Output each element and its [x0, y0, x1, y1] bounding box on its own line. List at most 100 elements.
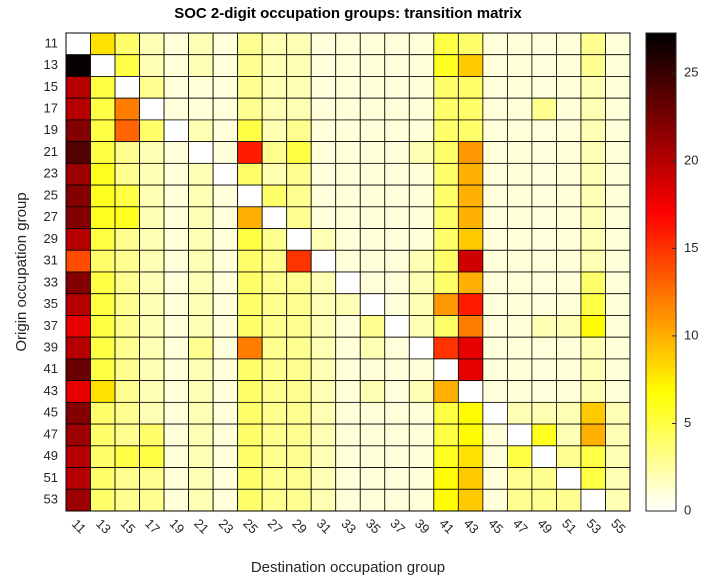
cell [139, 423, 165, 447]
cell [433, 206, 459, 229]
cell [408, 32, 435, 56]
cell [359, 315, 386, 338]
colorbar-strip [646, 184, 676, 189]
cell [212, 119, 239, 143]
colorbar-frame [645, 32, 677, 512]
cell [188, 119, 214, 143]
cell [212, 249, 239, 273]
cell [139, 162, 165, 186]
colorbar-strip [646, 487, 676, 492]
cell [310, 401, 337, 425]
cell [163, 380, 190, 403]
cell [482, 488, 508, 512]
cell [286, 97, 312, 121]
cell [163, 423, 190, 447]
cell [556, 401, 582, 425]
cell [506, 380, 533, 403]
cell [139, 293, 165, 316]
colorbar-strip [646, 343, 676, 349]
cell [580, 358, 606, 382]
cell [605, 97, 631, 121]
cell [457, 271, 484, 295]
cell [261, 184, 288, 208]
cell [261, 488, 288, 512]
colorbar-strip [646, 248, 676, 253]
cell [212, 293, 239, 316]
cell [335, 467, 361, 490]
cell [384, 76, 410, 99]
cell [65, 293, 91, 316]
y-tick-label: 31 [44, 253, 58, 268]
colorbar-strip [646, 196, 676, 201]
cell [335, 423, 361, 447]
cell [335, 336, 361, 360]
cell [212, 488, 239, 512]
cell [457, 119, 484, 143]
cell [457, 467, 484, 490]
cell [65, 336, 91, 360]
colorbar-strip [646, 463, 676, 468]
colorbar-strip [646, 283, 676, 289]
cell [212, 141, 239, 164]
cell [556, 119, 582, 143]
cell [580, 76, 606, 99]
colorbar-strip [646, 128, 676, 134]
cell [212, 76, 239, 99]
cell [65, 119, 91, 143]
cell [139, 445, 165, 468]
cell [580, 315, 606, 338]
cell [237, 97, 263, 121]
cell [212, 271, 239, 295]
cell [90, 76, 116, 99]
colorbar-strip [646, 503, 676, 508]
cell [605, 488, 631, 512]
cell [139, 271, 165, 295]
colorbar-strip [646, 275, 676, 281]
cell [531, 271, 557, 295]
colorbar-strip [646, 260, 676, 265]
cell [457, 206, 484, 229]
cell [408, 315, 435, 338]
cell [457, 249, 484, 273]
y-tick-label: 39 [44, 339, 58, 354]
colorbar-strip [646, 136, 676, 142]
cell [531, 445, 557, 468]
colorbar-strip [646, 256, 676, 261]
cell [384, 445, 410, 468]
colorbar-strip [646, 268, 676, 273]
cell [359, 184, 386, 208]
cell [580, 206, 606, 229]
cell [188, 162, 214, 186]
cell [359, 54, 386, 77]
y-tick-label: 23 [44, 166, 58, 181]
cell [65, 54, 91, 77]
cell [556, 423, 582, 447]
chart-title: SOC 2-digit occupation groups: transitio… [174, 5, 522, 22]
cell [408, 249, 435, 273]
cell [139, 206, 165, 229]
cell [139, 119, 165, 143]
cell [261, 119, 288, 143]
cell [433, 488, 459, 512]
cell [163, 249, 190, 273]
colorbar-strip [646, 455, 676, 460]
cell [212, 228, 239, 251]
cell [163, 467, 190, 490]
cell [188, 97, 214, 121]
cell [188, 249, 214, 273]
cell [188, 32, 214, 56]
cell [65, 141, 91, 164]
y-tick-label: 27 [44, 209, 58, 224]
cell [163, 141, 190, 164]
cell [114, 228, 140, 251]
colorbar-strip [646, 52, 676, 58]
cell [605, 32, 631, 56]
cell [482, 380, 508, 403]
cell [482, 467, 508, 490]
cell [605, 249, 631, 273]
cell [408, 380, 435, 403]
cell [114, 380, 140, 403]
cell [556, 184, 582, 208]
cell [605, 162, 631, 186]
cell [114, 76, 140, 99]
